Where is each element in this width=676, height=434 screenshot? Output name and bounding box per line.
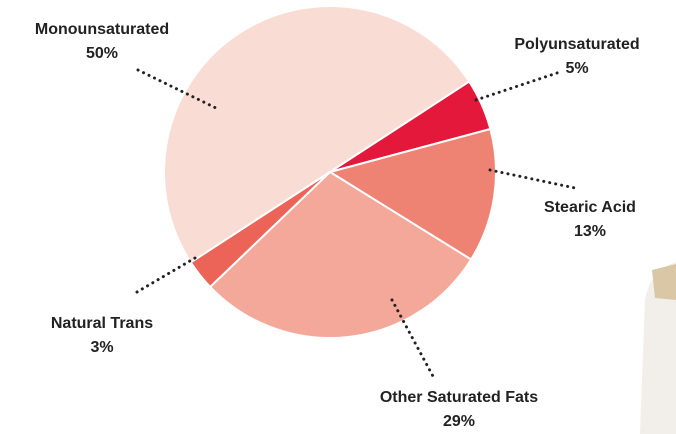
slice-label: Polyunsaturated	[514, 36, 639, 53]
chart: Monounsaturated 50% Polyunsaturated 5% Stear…	[0, 0, 676, 434]
slice-label: Stearic Acid	[544, 199, 636, 216]
value-label: 50%	[86, 45, 118, 62]
jar-decoration	[640, 262, 676, 434]
pie	[164, 6, 496, 338]
value-label: 13%	[574, 223, 606, 240]
value-label: 3%	[90, 339, 113, 356]
slice-label: Other Saturated Fats	[380, 389, 538, 406]
value-label: 29%	[443, 413, 475, 430]
value-label: 5%	[565, 60, 588, 77]
slice-label: Natural Trans	[51, 315, 153, 332]
slice-label: Monounsaturated	[35, 21, 169, 38]
